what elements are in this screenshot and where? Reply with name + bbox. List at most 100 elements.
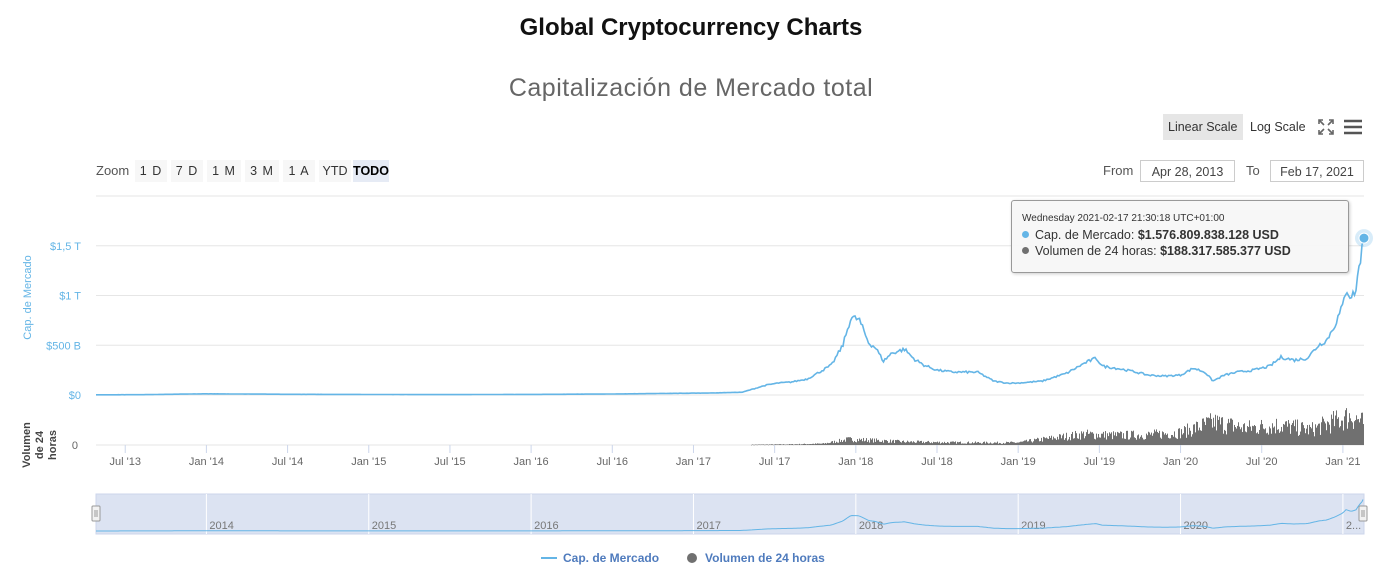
- volume-bar: [1152, 435, 1153, 445]
- volume-bar: [839, 438, 840, 445]
- volume-bar: [1235, 427, 1236, 445]
- volume-bar: [1300, 431, 1301, 445]
- volume-bar: [993, 443, 994, 445]
- volume-bar: [830, 442, 831, 445]
- volume-bar: [1284, 424, 1285, 445]
- volume-bar: [1233, 431, 1234, 445]
- volume-bar: [872, 438, 873, 445]
- volume-bar: [955, 441, 956, 445]
- volume-bar: [1326, 430, 1327, 445]
- volume-bar: [1329, 424, 1330, 445]
- volume-bar: [833, 443, 834, 445]
- volume-bar: [1211, 418, 1212, 445]
- from-date-input[interactable]: Apr 28, 2013: [1140, 160, 1235, 182]
- x-tick-label: Jul '15: [434, 456, 465, 468]
- volume-bar: [1128, 439, 1129, 445]
- fullscreen-icon[interactable]: [1315, 116, 1337, 138]
- volume-bar: [1260, 424, 1261, 445]
- volume-bar: [856, 442, 857, 445]
- volume-bar: [1342, 420, 1343, 445]
- volume-bar: [919, 441, 920, 445]
- x-tick-label: Jan '15: [351, 456, 386, 468]
- volume-bar: [1181, 429, 1182, 445]
- volume-bar: [910, 441, 911, 445]
- volume-bar: [820, 443, 821, 445]
- volume-bar: [817, 443, 818, 445]
- legend-label: Cap. de Mercado: [563, 551, 660, 565]
- volume-bar: [1158, 433, 1159, 445]
- volume-series: [751, 408, 1364, 446]
- volume-bar: [1124, 438, 1125, 445]
- zoom-3m-button[interactable]: 3 M: [245, 160, 279, 182]
- volume-bar: [1168, 437, 1169, 445]
- handle-body[interactable]: [1358, 505, 1368, 522]
- volume-bar: [1363, 424, 1364, 445]
- volume-bar: [1322, 416, 1323, 445]
- legend-item-volume[interactable]: Volumen de 24 horas: [687, 550, 825, 566]
- volume-bar: [1044, 437, 1045, 445]
- volume-bar: [925, 442, 926, 445]
- hamburger-menu-icon[interactable]: [1342, 116, 1364, 138]
- volume-bar: [944, 441, 945, 445]
- volume-bar: [1081, 431, 1082, 445]
- volume-bar: [1262, 424, 1263, 445]
- volume-bar: [909, 442, 910, 445]
- volume-bar: [1038, 438, 1039, 445]
- volume-bar: [813, 443, 814, 445]
- handle-body[interactable]: [91, 505, 101, 522]
- volume-bar: [917, 440, 918, 445]
- volume-bar: [1117, 431, 1118, 445]
- volume-bar: [1034, 438, 1035, 445]
- volume-bar: [1346, 408, 1347, 445]
- volume-bar: [1240, 429, 1241, 445]
- volume-bar: [819, 443, 820, 445]
- navigator-handle[interactable]: [91, 505, 101, 522]
- volume-bar: [1122, 438, 1123, 445]
- volume-bar: [1075, 430, 1076, 445]
- volume-bar: [1205, 425, 1206, 445]
- volume-bar: [1059, 434, 1060, 445]
- hover-point[interactable]: [1358, 232, 1370, 244]
- volume-bar: [861, 438, 862, 445]
- volume-bar: [824, 443, 825, 445]
- log-scale-button[interactable]: Log Scale: [1250, 120, 1306, 134]
- volume-bar: [1277, 429, 1278, 445]
- volume-bar: [1328, 422, 1329, 445]
- volume-bar: [1268, 434, 1269, 445]
- volume-bar: [1308, 434, 1309, 445]
- zoom-1d-button[interactable]: 1 D: [135, 160, 167, 182]
- volume-bar: [913, 441, 914, 445]
- volume-bar: [1069, 436, 1070, 445]
- volume-bar: [1256, 433, 1257, 445]
- volume-bar: [1241, 427, 1242, 445]
- linear-scale-button[interactable]: Linear Scale: [1163, 114, 1243, 140]
- zoom-ytd-button[interactable]: YTD: [319, 160, 351, 182]
- volume-bar: [765, 444, 766, 446]
- navigator-mask[interactable]: [95, 493, 1365, 535]
- navigator-label: 2019: [1021, 520, 1045, 532]
- navigator[interactable]: 2014 2015 2016 2017 2018 2019 2020 2...: [91, 493, 1368, 535]
- volume-bar: [855, 441, 856, 445]
- volume-bar: [1350, 418, 1351, 445]
- navigator-handle[interactable]: [1358, 505, 1368, 522]
- volume-bar: [962, 443, 963, 445]
- volume-bar: [1289, 423, 1290, 445]
- volume-bar: [1349, 413, 1350, 445]
- tooltip-value: $1.576.809.838.128 USD: [1137, 228, 1279, 242]
- market-cap-line: [96, 237, 1365, 396]
- to-date-input[interactable]: Feb 17, 2021: [1270, 160, 1364, 182]
- zoom-1a-button[interactable]: 1 A: [283, 160, 315, 182]
- volume-bar: [1270, 428, 1271, 445]
- volume-bar: [1049, 436, 1050, 445]
- volume-bar: [831, 441, 832, 445]
- zoom-1m-button[interactable]: 1 M: [207, 160, 241, 182]
- volume-bar: [1213, 417, 1214, 445]
- legend-item-market-cap[interactable]: Cap. de Mercado: [541, 550, 659, 566]
- volume-bar: [1163, 432, 1164, 445]
- zoom-7d-button[interactable]: 7 D: [171, 160, 203, 182]
- zoom-all-button[interactable]: TODO: [353, 160, 389, 182]
- volume-bar: [1037, 437, 1038, 445]
- volume-bar: [829, 443, 830, 445]
- volume-bar: [969, 443, 970, 445]
- volume-bar: [1072, 431, 1073, 445]
